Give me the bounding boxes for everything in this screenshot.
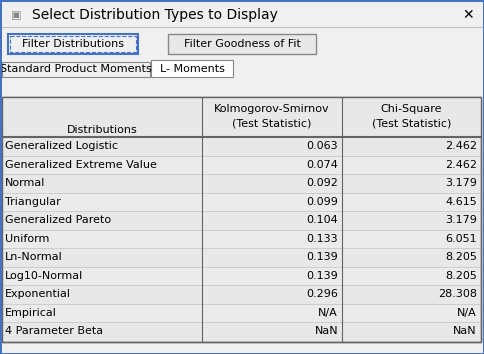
Text: 8.205: 8.205 <box>445 271 477 281</box>
Text: 28.308: 28.308 <box>438 289 477 299</box>
Bar <box>3 174 480 193</box>
Text: ▣: ▣ <box>11 10 21 20</box>
Text: Generalized Extreme Value: Generalized Extreme Value <box>5 160 157 170</box>
Bar <box>3 211 480 229</box>
Text: 0.092: 0.092 <box>306 178 338 188</box>
Bar <box>8 34 138 54</box>
Text: 3.179: 3.179 <box>445 215 477 225</box>
Text: Generalized Logistic: Generalized Logistic <box>5 141 118 151</box>
Text: 2.462: 2.462 <box>445 141 477 151</box>
Text: 0.139: 0.139 <box>306 271 338 281</box>
Text: 6.051: 6.051 <box>445 234 477 244</box>
Text: Log10-Normal: Log10-Normal <box>5 271 83 281</box>
Text: Triangular: Triangular <box>5 197 61 207</box>
Text: ✕: ✕ <box>462 8 474 22</box>
Bar <box>3 248 480 267</box>
Text: 0.074: 0.074 <box>306 160 338 170</box>
Text: 0.296: 0.296 <box>306 289 338 299</box>
Text: Chi-Square: Chi-Square <box>381 104 442 114</box>
Bar <box>3 137 480 155</box>
Bar <box>10 36 136 52</box>
Text: 4 Parameter Beta: 4 Parameter Beta <box>5 326 103 336</box>
Text: Ln-Normal: Ln-Normal <box>5 252 63 262</box>
Text: (Test Statistic): (Test Statistic) <box>372 118 451 128</box>
Text: Normal: Normal <box>5 178 45 188</box>
Text: NaN: NaN <box>454 326 477 336</box>
Text: 8.205: 8.205 <box>445 252 477 262</box>
Bar <box>2 62 150 77</box>
Bar <box>3 267 480 285</box>
Text: L- Moments: L- Moments <box>160 63 225 74</box>
Bar <box>3 155 480 174</box>
Bar <box>2 97 481 137</box>
Text: (Test Statistic): (Test Statistic) <box>232 118 312 128</box>
Bar <box>168 34 316 54</box>
Bar <box>3 303 480 322</box>
Bar <box>3 193 480 211</box>
Bar <box>3 322 480 341</box>
Text: Empirical: Empirical <box>5 308 57 318</box>
Bar <box>151 60 233 77</box>
Text: N/A: N/A <box>457 308 477 318</box>
Text: 4.615: 4.615 <box>445 197 477 207</box>
Bar <box>2 97 481 342</box>
Text: N/A: N/A <box>318 308 338 318</box>
Text: Uniform: Uniform <box>5 234 49 244</box>
Text: 2.462: 2.462 <box>445 160 477 170</box>
Text: 0.063: 0.063 <box>306 141 338 151</box>
Text: 0.139: 0.139 <box>306 252 338 262</box>
Text: Generalized Pareto: Generalized Pareto <box>5 215 111 225</box>
Text: Select Distribution Types to Display: Select Distribution Types to Display <box>32 8 278 22</box>
Text: 3.179: 3.179 <box>445 178 477 188</box>
Bar <box>2 97 481 342</box>
Text: NaN: NaN <box>315 326 338 336</box>
Text: 0.104: 0.104 <box>306 215 338 225</box>
Text: 0.099: 0.099 <box>306 197 338 207</box>
Text: 0.133: 0.133 <box>306 234 338 244</box>
Text: Standard Product Moments: Standard Product Moments <box>0 64 152 74</box>
Text: Exponential: Exponential <box>5 289 71 299</box>
Text: Kolmogorov-Smirnov: Kolmogorov-Smirnov <box>214 104 330 114</box>
Text: Filter Distributions: Filter Distributions <box>22 39 124 49</box>
Text: Filter Goodness of Fit: Filter Goodness of Fit <box>183 39 301 49</box>
Text: Distributions: Distributions <box>67 125 137 135</box>
Bar <box>3 229 480 248</box>
Bar <box>3 285 480 303</box>
